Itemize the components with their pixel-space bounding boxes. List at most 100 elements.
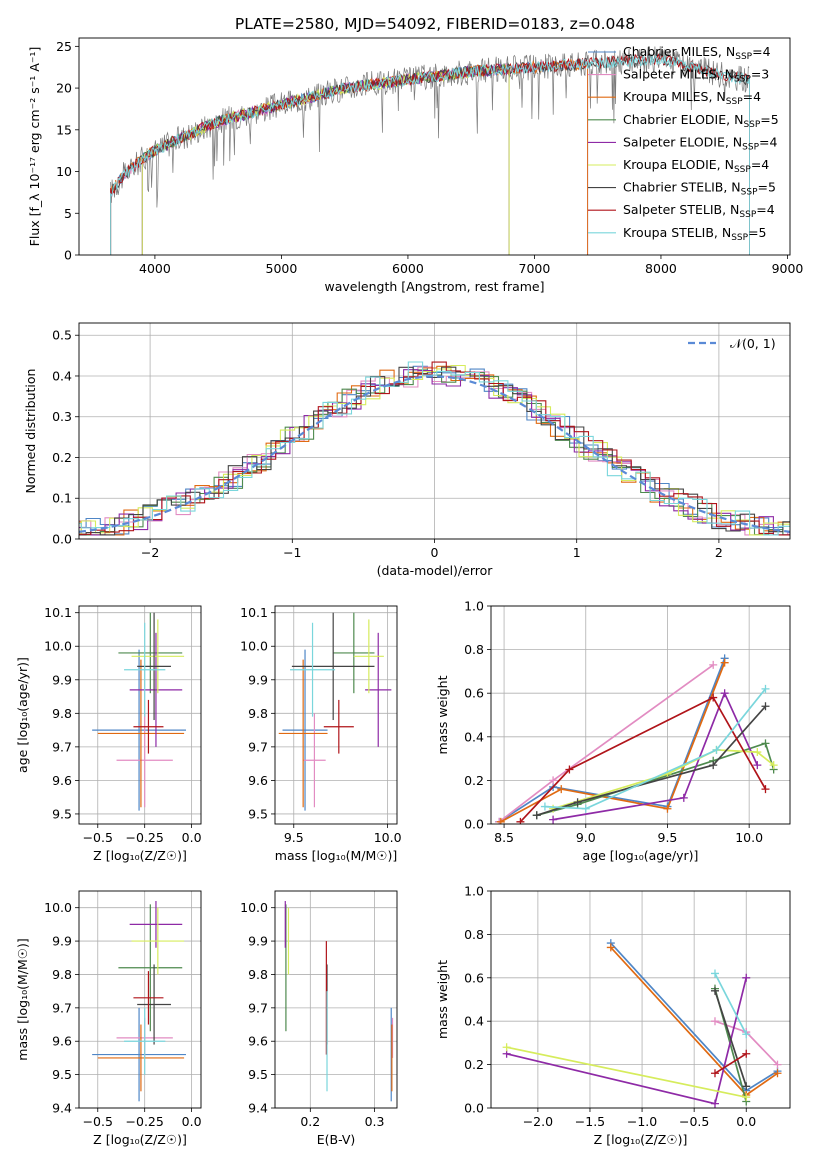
axes-frame (78, 322, 791, 540)
y-axis-label: mass weight (435, 675, 450, 754)
x-axis-label: Z [log₁₀(Z/Z☉)] (93, 848, 187, 863)
weight-marker (496, 817, 505, 824)
x-tick-label: 1 (573, 545, 581, 560)
x-tick-label: 8.5 (494, 830, 514, 845)
y-tick-label: 9.9 (52, 672, 72, 687)
y-tick-label: 10.0 (44, 900, 72, 915)
weight-marker (742, 1093, 751, 1102)
weight-marker (712, 745, 721, 754)
y-tick-label: 20 (56, 81, 72, 96)
weight-marker (710, 1017, 719, 1026)
axes-frame (78, 37, 791, 256)
x-tick-label: 5000 (266, 261, 298, 276)
y-tick-label: 0 (64, 248, 72, 263)
axes-frame (78, 605, 202, 825)
y-tick-label: 0.6 (464, 970, 484, 985)
weight-marker (753, 748, 762, 757)
x-tick-label: 0 (431, 545, 439, 560)
y-tick-label: 9.6 (52, 773, 72, 788)
weight-marker (557, 785, 566, 794)
weight-marker (773, 1060, 782, 1069)
y-tick-label: 25 (56, 39, 72, 54)
legend-entry: Salpeter STELIB, NSSP=4 (623, 202, 775, 220)
weight-marker (565, 765, 574, 774)
y-tick-label: 9.7 (248, 1000, 268, 1015)
legend-entry: Kroupa STELIB, NSSP=5 (623, 225, 767, 243)
model-spectrum-line (141, 63, 510, 255)
x-tick-label: 10.0 (735, 830, 763, 845)
weight-marker (709, 761, 718, 770)
weight-marker (720, 689, 729, 698)
y-tick-label: 9.6 (248, 1034, 268, 1049)
x-tick-label: −2 (141, 545, 159, 560)
x-tick-label: 0.3 (365, 1114, 385, 1129)
x-tick-label: −1 (283, 545, 301, 560)
y-tick-label: 9.4 (52, 1101, 72, 1116)
y-tick-label: 9.8 (52, 967, 72, 982)
y-tick-label: 0.2 (464, 773, 484, 788)
spectrum-legend: Chabrier MILES, NSSP=4 Salpeter MILES, NS… (588, 44, 779, 243)
y-tick-label: 9.6 (248, 773, 268, 788)
weight-marker (679, 793, 688, 802)
y-tick-label: 9.5 (52, 1067, 72, 1082)
axes-frame (490, 605, 791, 825)
x-axis-label: E(B-V) (317, 1132, 356, 1147)
legend-entry: Kroupa MILES, NSSP=4 (623, 89, 761, 107)
y-tick-label: 0.0 (464, 1101, 484, 1116)
plot-area (278, 612, 392, 811)
x-tick-label: −0.5 (83, 830, 113, 845)
y-tick-label: 0.8 (464, 642, 484, 657)
weight-marker (710, 1099, 719, 1108)
x-tick-label: 2 (715, 545, 723, 560)
plot-area (92, 901, 186, 1102)
y-tick-label: 9.9 (248, 934, 268, 949)
weight-marker (502, 1043, 511, 1052)
x-tick-label: −2.0 (523, 1114, 553, 1129)
weight-marker (549, 776, 558, 785)
weight-marker (773, 1069, 782, 1078)
y-tick-label: 1.0 (464, 884, 484, 899)
y-tick-label: 9.4 (248, 1101, 268, 1116)
y-tick-label: 9.7 (52, 1000, 72, 1015)
y-axis-label: age [log₁₀(age/yr)] (15, 657, 30, 773)
panel-weight_vs_z: −2.0 −1.5 −1.0 −0.5 0.0 0.0 0.2 0.4 0.6 0.8 1.0 Z [… (435, 884, 791, 1147)
x-tick-label: 0.2 (300, 1114, 320, 1129)
x-tick-label: −0.5 (679, 1114, 709, 1129)
weight-marker (742, 1082, 751, 1091)
y-axis-label: mass weight (435, 960, 450, 1039)
x-tick-label: 9.5 (284, 830, 304, 845)
x-tick-label: 6000 (392, 261, 424, 276)
weight-line (714, 973, 747, 1035)
y-tick-label: 9.7 (52, 739, 72, 754)
y-tick-label: 5 (64, 206, 72, 221)
weight-line (536, 705, 767, 817)
y-tick-label: 15 (56, 122, 72, 137)
plot-area (79, 361, 790, 536)
x-tick-label: 9.5 (658, 830, 678, 845)
model-spectrum-line (110, 53, 750, 255)
weight-marker (710, 986, 719, 995)
weight-line (506, 977, 748, 1105)
y-tick-label: 9.8 (52, 706, 72, 721)
plot-area (495, 654, 778, 824)
x-tick-label: 0.0 (182, 1114, 202, 1129)
y-axis-label: Normed distribution (23, 369, 38, 494)
panel-mass_vs_ebv: 0.2 0.3 9.4 9.5 9.6 9.7 9.8 9.9 10.0 E(B-V) (240, 890, 398, 1147)
panel-age_vs_mass: 9.5 10.0 9.5 9.6 9.7 9.8 9.9 10.0 10.1 mass [log₁… (240, 605, 401, 863)
weight-marker (710, 1069, 719, 1078)
y-tick-label: 9.9 (52, 934, 72, 949)
x-tick-label: 4000 (139, 261, 171, 276)
histogram-salpeter-miles (79, 366, 790, 536)
panel-age_vs_z: −0.5 −0.25 0.0 9.5 9.6 9.7 9.8 9.9 10.0 10.1 Z [lo… (15, 605, 202, 863)
y-tick-label: 9.6 (52, 1034, 72, 1049)
x-tick-label: 0.0 (736, 1114, 756, 1129)
y-tick-label: 9.9 (248, 672, 268, 687)
y-tick-label: 0.0 (52, 532, 72, 547)
weight-line (714, 1053, 747, 1075)
weight-line (500, 662, 726, 823)
y-tick-label: 10.1 (44, 605, 72, 620)
x-axis-label: wavelength [Angstrom, rest frame] (324, 279, 544, 294)
weight-marker (573, 798, 582, 807)
y-tick-label: 10.0 (240, 639, 268, 654)
